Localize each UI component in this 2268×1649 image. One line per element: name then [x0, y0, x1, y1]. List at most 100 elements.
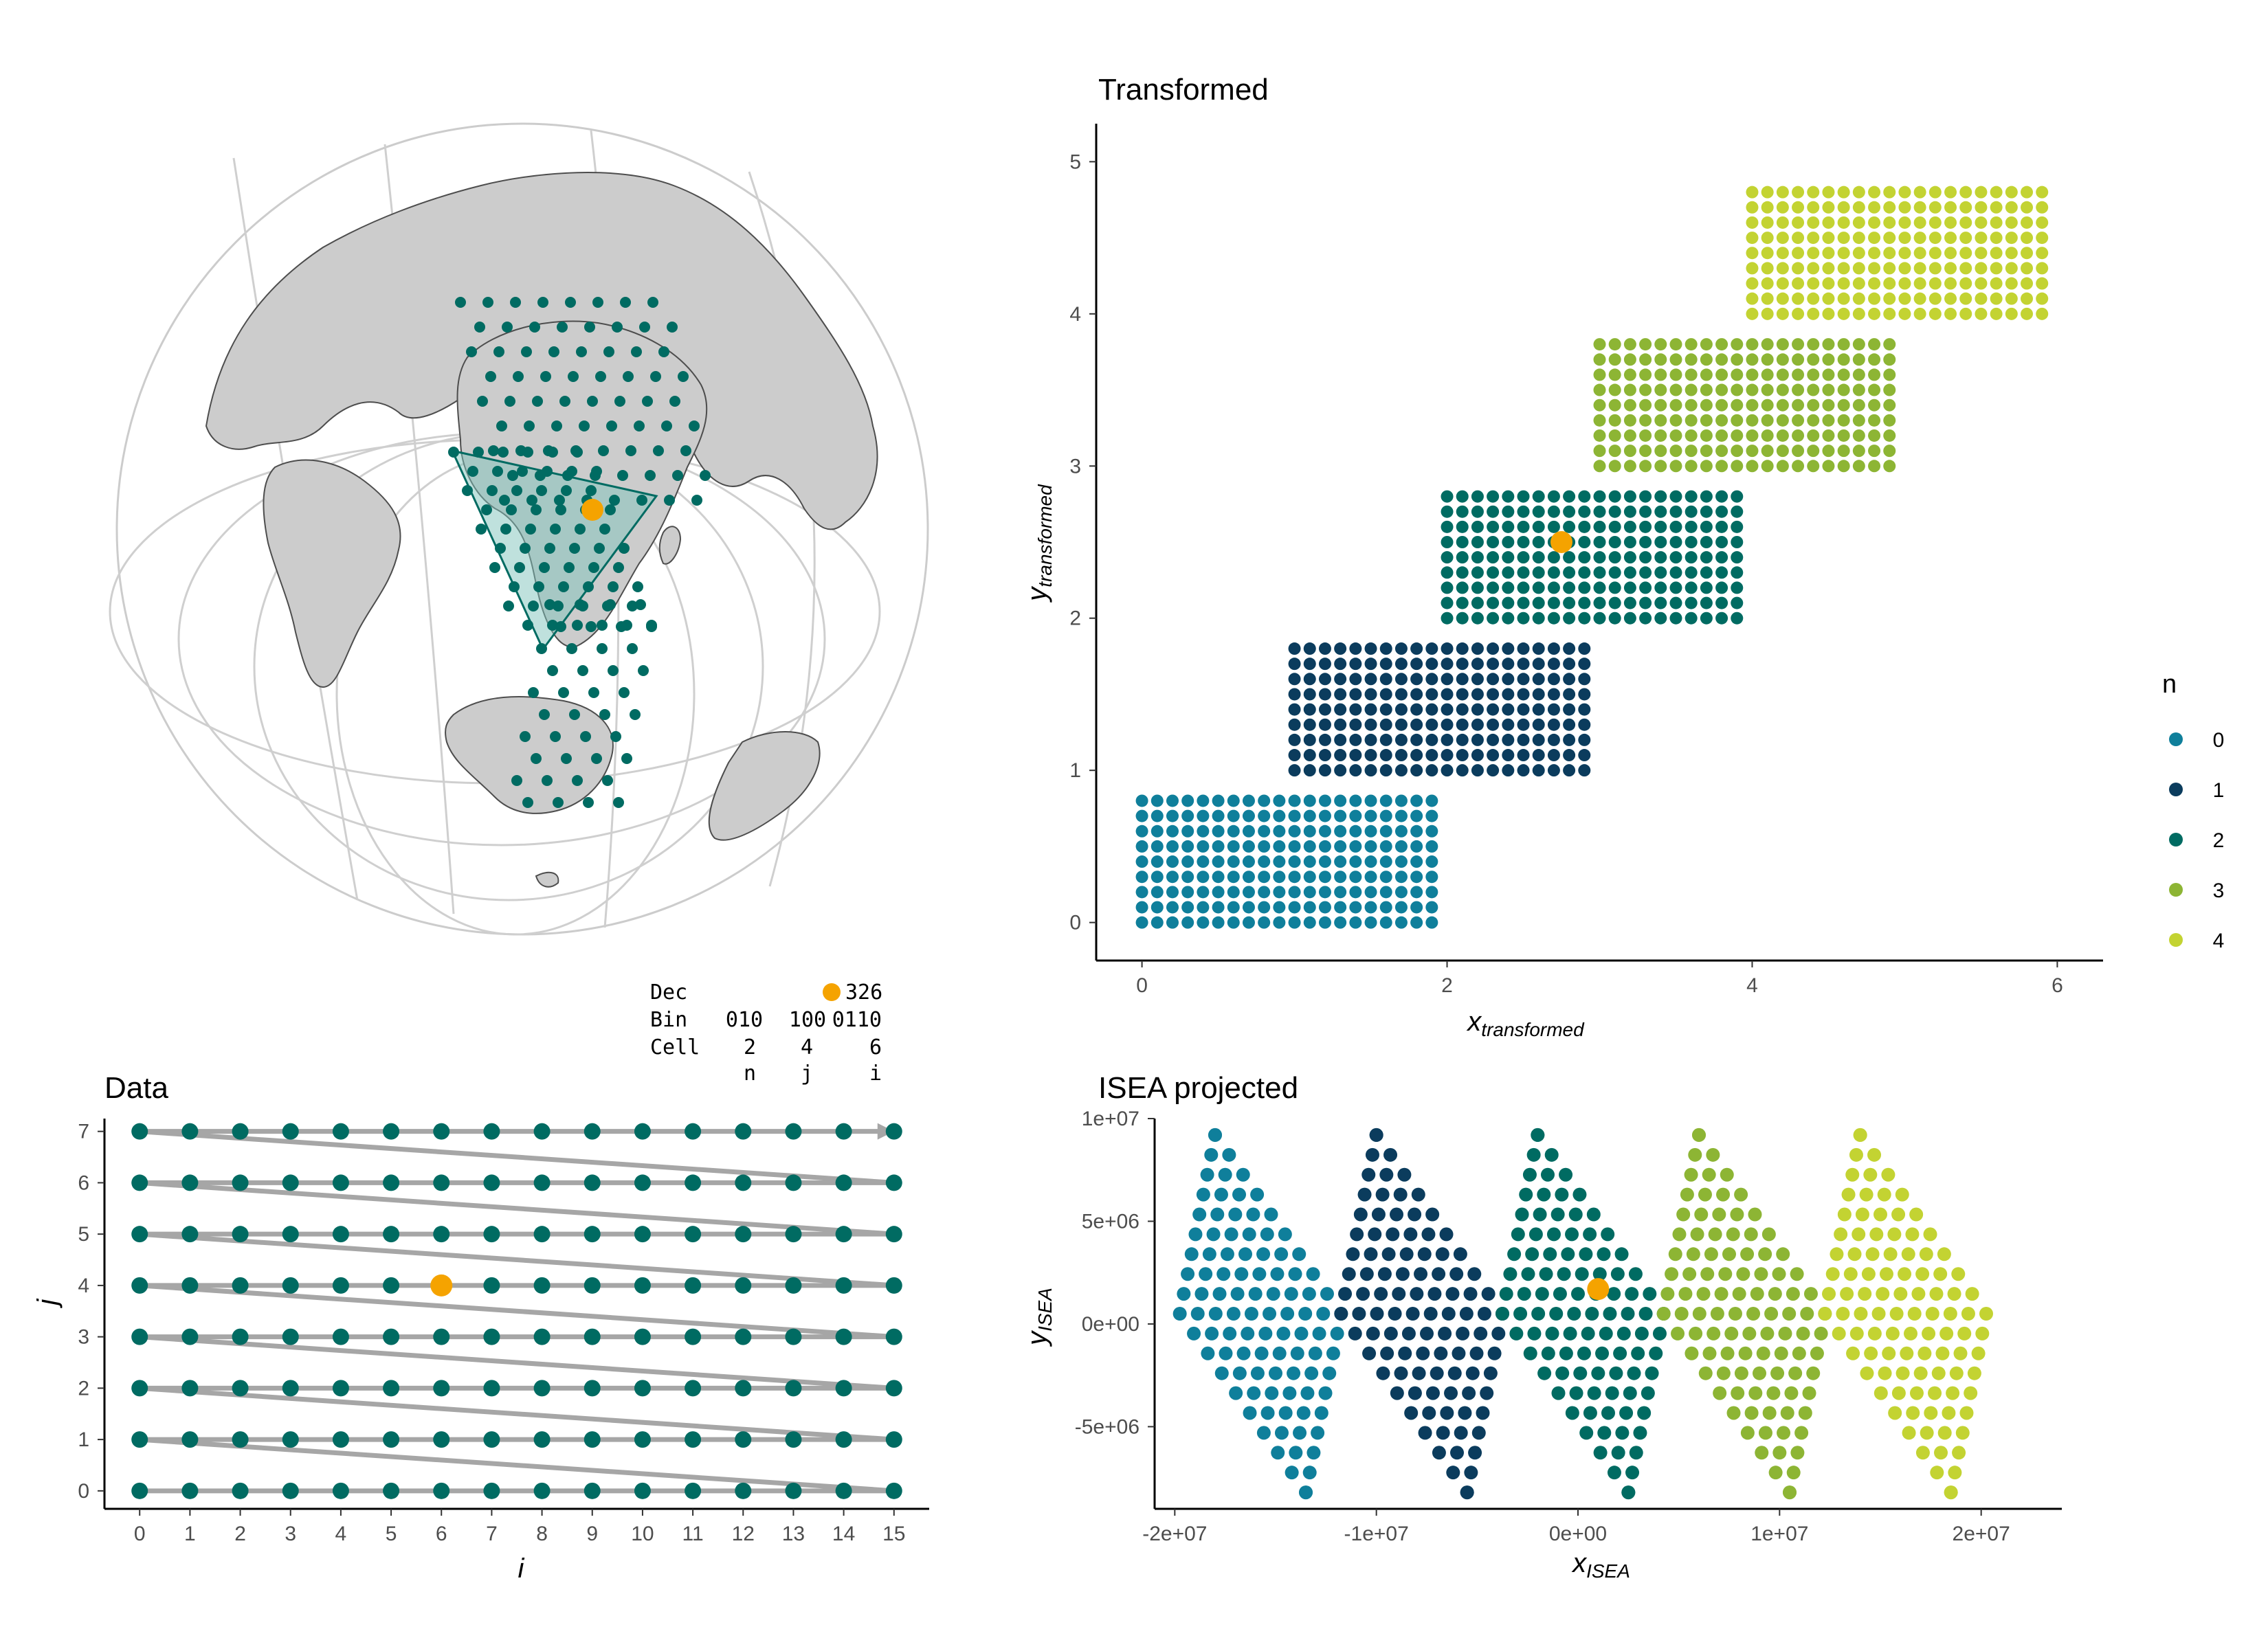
transformed-point-n1	[1487, 658, 1500, 671]
isea-point-n0	[1230, 1287, 1245, 1301]
transformed-point-n2	[1532, 490, 1545, 503]
transformed-point-n2	[1502, 536, 1515, 548]
globe-cell-point	[503, 601, 514, 612]
transformed-point-n0	[1288, 916, 1301, 929]
isea-point-n4	[1881, 1167, 1895, 1182]
transformed-point-n2	[1639, 581, 1652, 594]
transformed-point-n0	[1364, 901, 1377, 914]
transformed-point-n1	[1471, 658, 1484, 671]
transformed-point-n2	[1608, 536, 1621, 548]
transformed-point-n0	[1349, 901, 1362, 914]
transformed-point-n3	[1807, 445, 1820, 458]
transformed-point-n4	[2021, 216, 2034, 229]
transformed-point-n2	[1715, 581, 1728, 594]
transformed-point-n3	[1685, 445, 1698, 458]
transformed-point-n2	[1593, 490, 1606, 503]
isea-point-n4	[1911, 1287, 1926, 1301]
isea-chart: ISEA projected -2e+07 -1e+07 0e+00 1e+07 2e+…	[1022, 1071, 2062, 1582]
transformed-point-n0	[1212, 855, 1225, 868]
transformed-point-n4	[1852, 277, 1865, 290]
transformed-point-n1	[1487, 688, 1500, 701]
transformed-point-n4	[1822, 201, 1835, 214]
transformed-point-n2	[1456, 520, 1469, 533]
transformed-point-n2	[1700, 536, 1713, 548]
isea-point-n2	[1523, 1346, 1537, 1360]
isea-point-n0	[1316, 1307, 1331, 1321]
transformed-point-n2	[1487, 505, 1500, 518]
isea-point-n4	[1971, 1346, 1986, 1360]
transformed-point-n1	[1471, 749, 1484, 762]
isea-point-n3	[1744, 1406, 1759, 1420]
transformed-point-n1	[1517, 718, 1530, 731]
transformed-point-n1	[1364, 733, 1377, 746]
data-point	[685, 1431, 702, 1448]
transformed-point-n4	[1868, 186, 1881, 199]
isea-point-n2	[1586, 1207, 1601, 1222]
transformed-point-n0	[1135, 901, 1148, 914]
data-point	[181, 1328, 199, 1345]
transformed-point-n3	[1731, 383, 1744, 396]
transformed-point-n3	[1608, 338, 1621, 351]
data-x-tick-label: 0	[134, 1523, 146, 1545]
isea-point-n3	[1678, 1287, 1693, 1301]
isea-point-n3	[1682, 1267, 1697, 1281]
isea-point-n2	[1609, 1366, 1623, 1380]
isea-point-n4	[1929, 1287, 1944, 1301]
globe-cell-point	[558, 687, 569, 698]
isea-point-n3	[1772, 1446, 1787, 1460]
transformed-point-n0	[1318, 901, 1331, 914]
isea-point-n3	[1694, 1207, 1709, 1222]
isea-point-n0	[1194, 1287, 1209, 1301]
isea-point-n4	[1849, 1147, 1863, 1162]
globe-cell-point	[566, 466, 577, 477]
isea-point-n3	[1778, 1326, 1792, 1340]
isea-point-n0	[1258, 1326, 1273, 1340]
isea-point-n2	[1555, 1187, 1569, 1202]
transformed-point-n4	[1807, 232, 1820, 245]
isea-point-n1	[1468, 1446, 1482, 1460]
isea-point-n1	[1365, 1147, 1379, 1162]
data-point	[483, 1226, 500, 1243]
isea-point-n0	[1302, 1287, 1316, 1301]
transformed-point-n4	[1822, 232, 1835, 245]
transformed-point-n0	[1181, 809, 1194, 822]
transformed-point-n0	[1242, 809, 1255, 822]
transformed-point-n3	[1654, 353, 1667, 366]
transformed-point-n1	[1441, 733, 1454, 746]
isea-point-n2	[1568, 1207, 1583, 1222]
transformed-point-n1	[1425, 658, 1438, 671]
isea-point-n4	[1955, 1426, 1970, 1440]
transformed-point-n0	[1318, 871, 1331, 884]
transformed-point-n3	[1868, 368, 1881, 381]
transformed-point-n1	[1364, 642, 1377, 655]
data-y-tick-label: 6	[78, 1171, 89, 1194]
isea-point-n1	[1357, 1187, 1372, 1202]
isea-point-n0	[1214, 1366, 1229, 1380]
transformed-point-n4	[1807, 216, 1820, 229]
globe-cell-point	[606, 420, 617, 431]
isea-point-n4	[1943, 1307, 1957, 1321]
transformed-point-n1	[1379, 673, 1392, 686]
isea-point-n2	[1623, 1386, 1637, 1400]
isea-point-n4	[1915, 1267, 1930, 1281]
globe-cell-point	[542, 466, 553, 477]
globe-cell-point	[548, 346, 559, 357]
isea-point-n4	[1825, 1267, 1840, 1281]
isea-point-n4	[1878, 1366, 1892, 1380]
isea-point-n1	[1444, 1386, 1458, 1400]
globe-cell-point	[602, 775, 613, 786]
globe-cell-point	[550, 731, 561, 742]
data-point	[131, 1277, 148, 1294]
data-point	[232, 1174, 249, 1191]
transformed-point-n2	[1639, 490, 1652, 503]
transformed-point-n0	[1288, 871, 1301, 884]
transformed-point-n3	[1654, 399, 1667, 412]
transformed-point-n4	[1975, 216, 1988, 229]
transformed-point-n4	[1990, 307, 2003, 320]
transformed-point-n2	[1700, 612, 1713, 625]
isea-point-n2	[1531, 1307, 1546, 1321]
transformed-point-n4	[1944, 292, 1957, 305]
isea-point-n4	[1867, 1147, 1882, 1162]
transformed-point-n1	[1379, 703, 1392, 716]
isea-point-n0	[1312, 1326, 1326, 1340]
